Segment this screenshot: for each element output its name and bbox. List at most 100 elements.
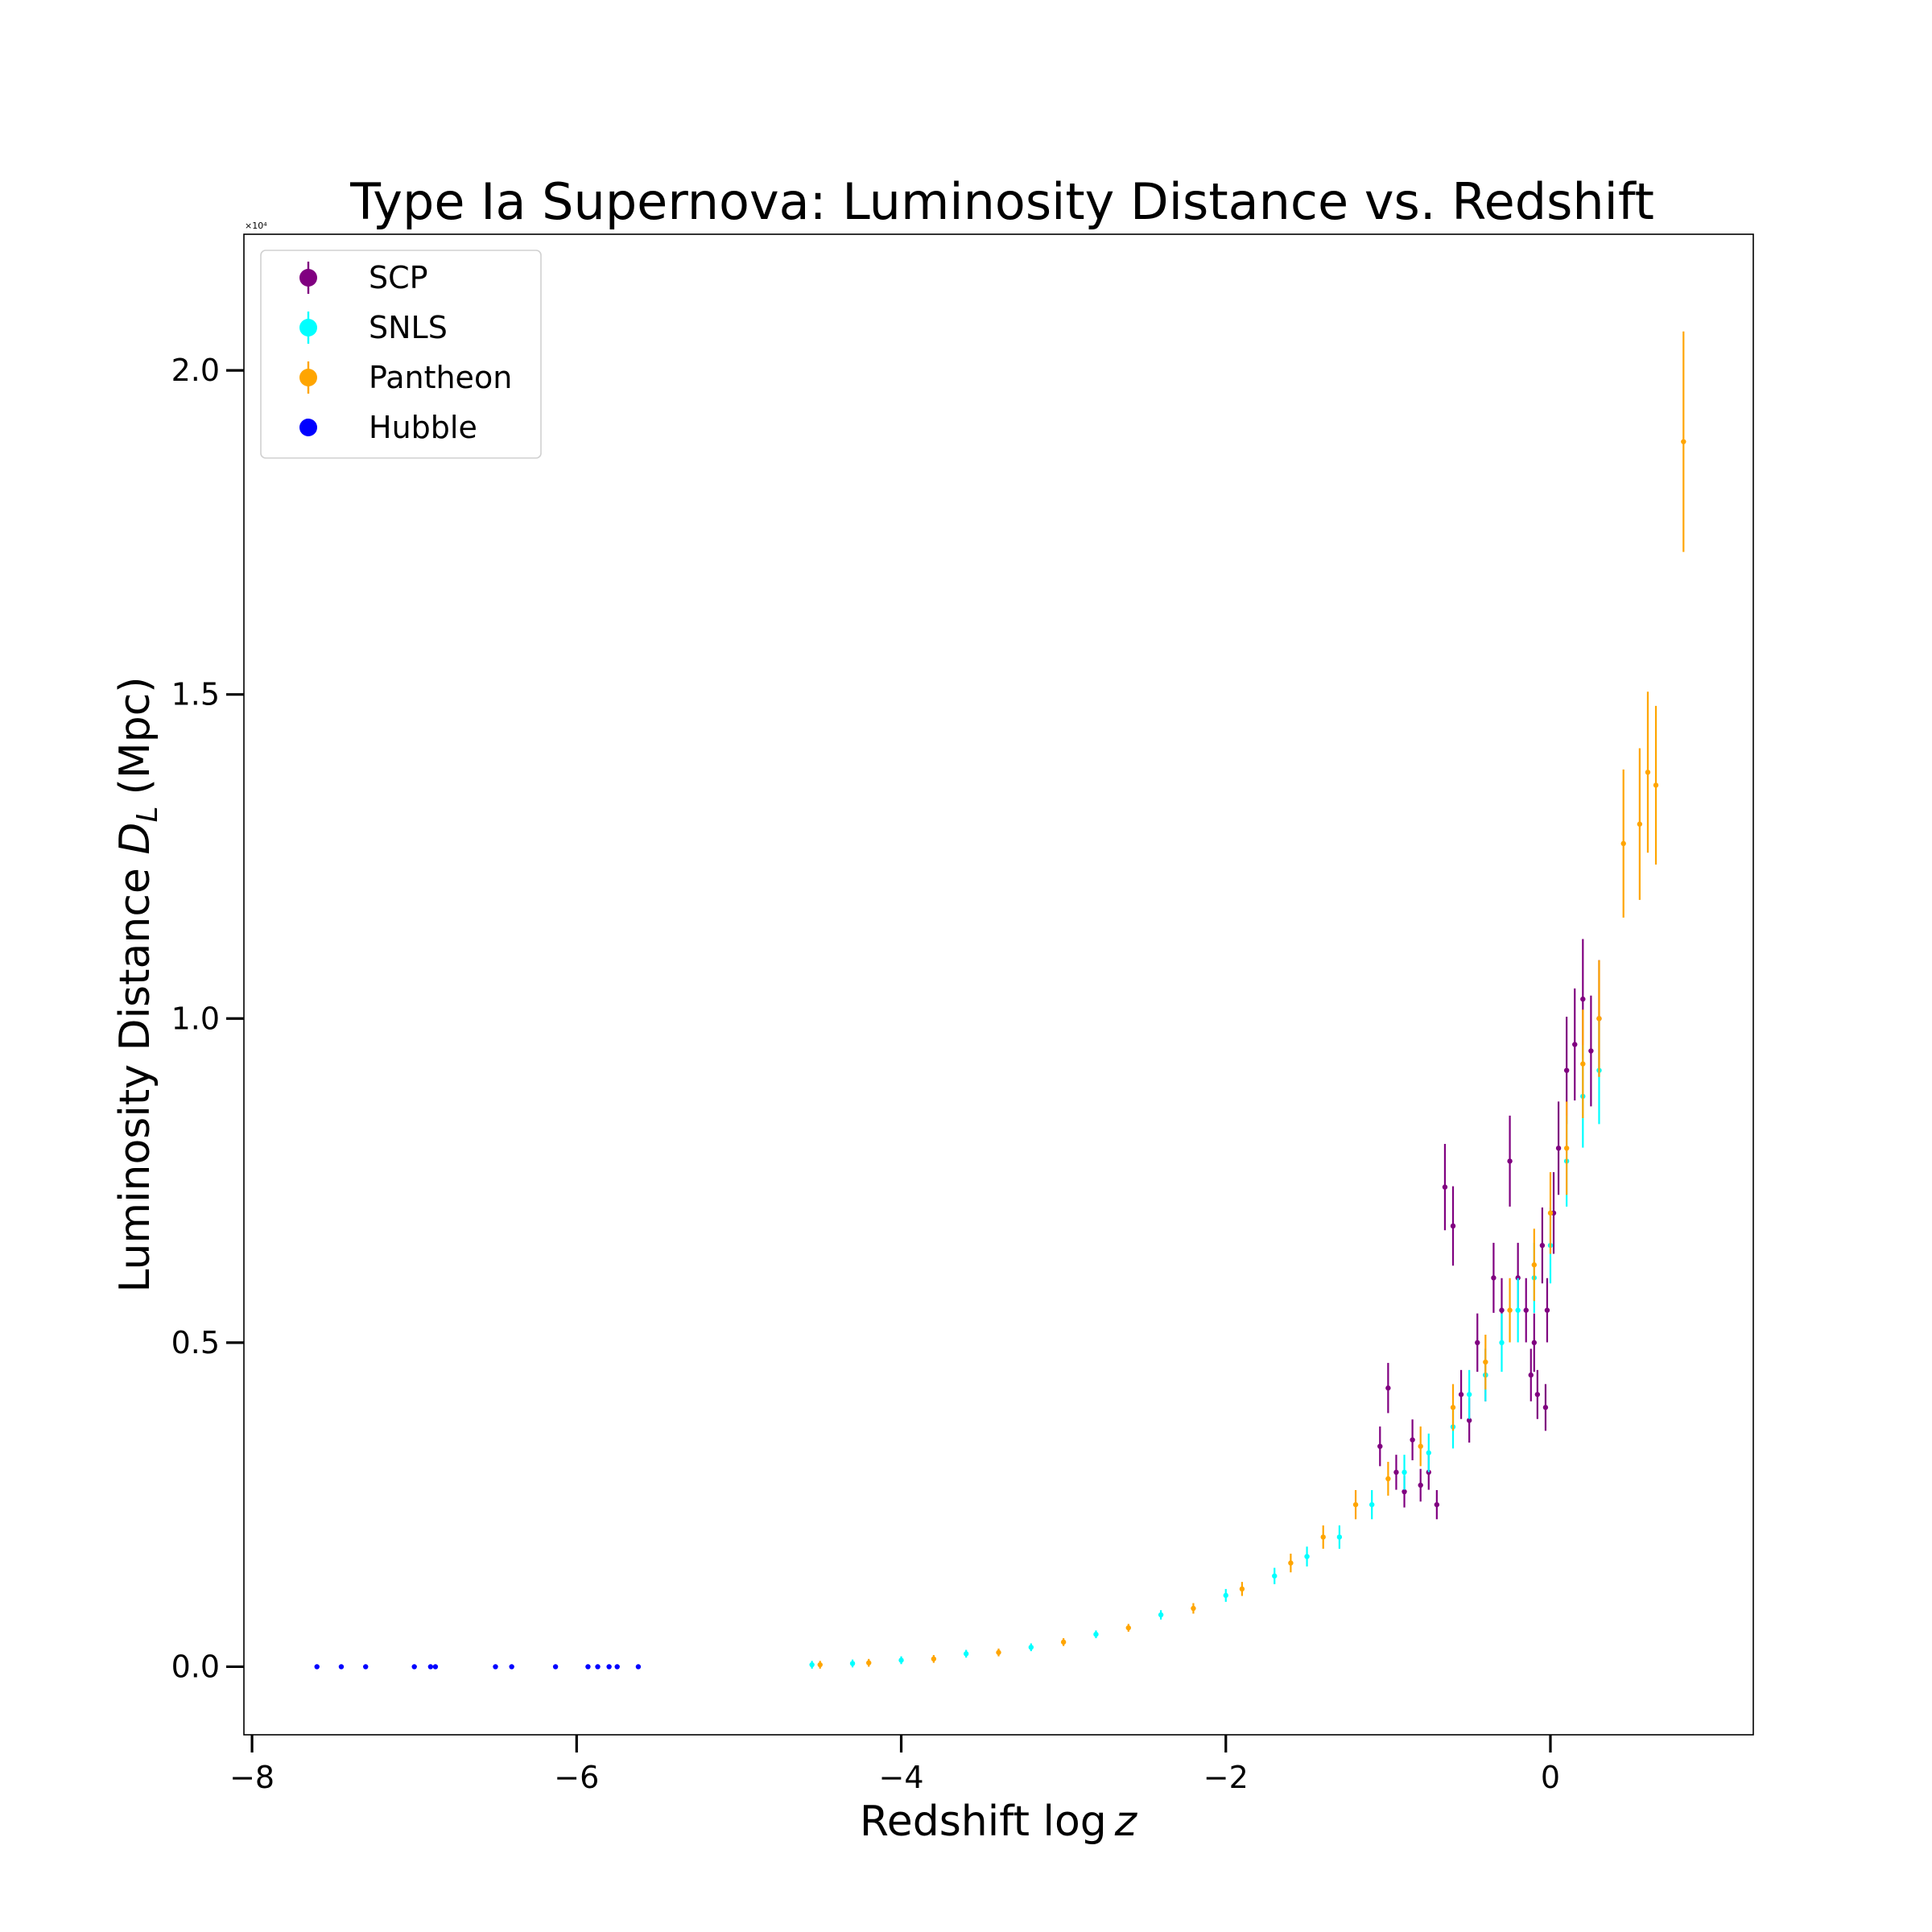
data-point xyxy=(1681,439,1686,444)
y-tick-label: 0.5 xyxy=(171,1325,220,1360)
data-point xyxy=(1410,1437,1415,1443)
data-point xyxy=(1466,1392,1472,1397)
data-point xyxy=(1158,1612,1164,1618)
y-tick-label: 0.0 xyxy=(171,1649,220,1684)
data-point xyxy=(509,1664,514,1670)
data-point xyxy=(1531,1340,1538,1346)
data-point xyxy=(1377,1443,1383,1449)
data-point xyxy=(1515,1275,1521,1281)
y-tick-label: 2.0 xyxy=(171,353,220,388)
data-point xyxy=(338,1664,345,1670)
series-hubble xyxy=(314,1664,642,1670)
data-point xyxy=(614,1664,620,1670)
data-point xyxy=(1272,1573,1278,1579)
data-point xyxy=(606,1664,612,1670)
x-axis-label: Redshift log z xyxy=(860,1798,1138,1846)
legend: SCP SNLS Pantheon Hubble xyxy=(260,250,542,459)
data-point xyxy=(427,1664,434,1670)
legend-item-hubble: Hubble xyxy=(299,410,477,445)
data-point xyxy=(1499,1340,1505,1346)
data-point xyxy=(595,1664,601,1670)
data-point xyxy=(1402,1469,1407,1476)
legend-label: SCP xyxy=(369,260,428,295)
data-point xyxy=(1539,1242,1546,1249)
legend-item-pantheon: Pantheon xyxy=(299,360,512,395)
data-point xyxy=(963,1651,969,1657)
legend-marker xyxy=(299,369,317,386)
x-tick-label: −4 xyxy=(879,1760,924,1795)
data-point xyxy=(1450,1405,1456,1410)
data-point xyxy=(1191,1605,1196,1612)
data-point xyxy=(1542,1405,1549,1410)
data-point xyxy=(1507,1307,1513,1313)
data-point xyxy=(1563,1146,1570,1151)
data-point xyxy=(1491,1275,1496,1281)
data-point xyxy=(1288,1560,1294,1566)
data-point xyxy=(1499,1307,1505,1313)
data-point xyxy=(1393,1469,1399,1476)
data-point xyxy=(1418,1482,1423,1488)
x-tick-label: −6 xyxy=(554,1760,599,1795)
data-point xyxy=(1555,1146,1562,1151)
y-offset-text: ×10⁴ xyxy=(245,221,267,231)
data-point xyxy=(898,1657,904,1663)
data-point xyxy=(1385,1385,1391,1391)
x-tick-label: −8 xyxy=(229,1760,275,1795)
data-point xyxy=(931,1656,937,1662)
data-point xyxy=(1580,1061,1586,1067)
legend-marker xyxy=(299,269,317,287)
data-point xyxy=(1434,1501,1440,1508)
data-point xyxy=(1475,1340,1480,1346)
chart-title: Type Ia Supernova: Luminosity Distance v… xyxy=(349,172,1654,231)
data-point xyxy=(635,1664,642,1670)
legend-marker xyxy=(299,319,317,336)
data-point xyxy=(1645,770,1651,775)
data-point xyxy=(1531,1262,1538,1268)
y-tick-label: 1.0 xyxy=(171,1001,220,1036)
legend-item-snls: SNLS xyxy=(299,310,448,345)
data-point xyxy=(1442,1184,1448,1190)
data-point xyxy=(996,1649,1001,1655)
data-point xyxy=(552,1664,559,1670)
legend-label: Hubble xyxy=(369,410,477,445)
y-axis: 0.0 0.5 1.0 1.5 2.0 xyxy=(171,353,244,1684)
data-point xyxy=(1093,1631,1099,1637)
series-pantheon xyxy=(817,331,1686,1669)
data-point xyxy=(1320,1534,1326,1540)
x-tick-label: −2 xyxy=(1203,1760,1249,1795)
data-point xyxy=(493,1664,498,1670)
data-point xyxy=(1385,1476,1391,1482)
data-point xyxy=(1563,1067,1570,1073)
data-point xyxy=(817,1662,823,1668)
legend-label: SNLS xyxy=(369,310,448,345)
data-point xyxy=(1544,1307,1550,1313)
data-point xyxy=(1483,1359,1488,1365)
data-point xyxy=(1466,1418,1472,1423)
data-point xyxy=(585,1664,591,1670)
legend-item-scp: SCP xyxy=(299,260,428,295)
data-point xyxy=(809,1662,815,1668)
x-tick-label: 0 xyxy=(1541,1760,1560,1795)
plot-frame xyxy=(243,233,1754,1736)
data-point xyxy=(1125,1624,1131,1631)
y-tick-label: 1.5 xyxy=(171,677,220,712)
data-point xyxy=(1369,1501,1375,1508)
data-point xyxy=(1336,1534,1343,1540)
data-point xyxy=(1060,1639,1067,1645)
legend-marker xyxy=(299,419,317,436)
data-point xyxy=(432,1664,439,1670)
series-snls xyxy=(809,1017,1602,1669)
data-point xyxy=(1547,1210,1554,1216)
data-point xyxy=(1653,782,1659,788)
x-axis: −8 −6 −4 −2 0 xyxy=(229,1735,1560,1795)
data-point xyxy=(411,1664,417,1670)
data-point xyxy=(1223,1592,1228,1599)
data-point xyxy=(1528,1372,1534,1378)
legend-label: Pantheon xyxy=(369,360,512,395)
data-point xyxy=(1588,1048,1594,1054)
data-point xyxy=(1450,1223,1456,1229)
data-point xyxy=(1304,1554,1310,1559)
data-point xyxy=(1352,1501,1359,1508)
data-point xyxy=(363,1664,369,1670)
plot-marks xyxy=(314,331,1686,1670)
